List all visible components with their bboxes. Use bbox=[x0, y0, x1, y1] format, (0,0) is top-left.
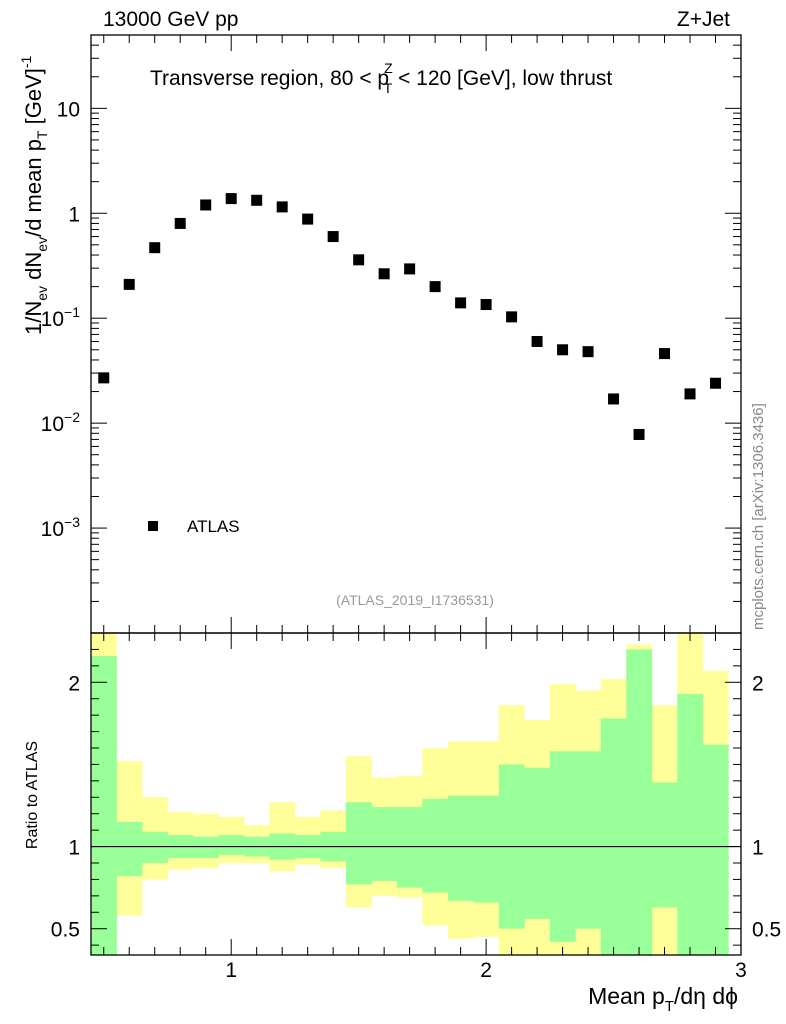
axes bbox=[90, 34, 742, 956]
main-y-tick-label-1: 10−2 bbox=[41, 409, 81, 436]
data-point-0 bbox=[98, 372, 110, 384]
ratio-band-stat-bin-12 bbox=[396, 807, 423, 888]
ratio-band-stat-bin-23 bbox=[677, 693, 704, 955]
process-label: Z+Jet bbox=[677, 8, 730, 31]
x-tick-label-0: 1 bbox=[225, 959, 237, 982]
data-point-15 bbox=[480, 299, 492, 311]
data-point-10 bbox=[353, 254, 365, 266]
title-part-sub: T bbox=[384, 80, 393, 96]
ratio-band-stat-bin-11 bbox=[371, 807, 398, 882]
data-point-21 bbox=[633, 428, 645, 440]
ratio-band-stat-bin-2 bbox=[141, 831, 168, 863]
data-point-4 bbox=[200, 199, 212, 211]
ratio-plot-frame bbox=[90, 632, 742, 956]
data-point-8 bbox=[302, 213, 314, 225]
ratio-band-stat-bin-20 bbox=[600, 718, 627, 955]
data-point-5 bbox=[225, 193, 237, 205]
data-point-23 bbox=[684, 388, 696, 400]
ratio-band-stat-bin-1 bbox=[116, 821, 143, 877]
data-point-22 bbox=[659, 348, 671, 360]
analysis-watermark: (ATLAS_2019_I1736531) bbox=[336, 592, 494, 608]
ratio-y-tick-label-left-2: 2 bbox=[68, 672, 80, 695]
ratio-band-stat-bin-21 bbox=[626, 649, 653, 955]
title-part-before: Transverse region, 80 < p bbox=[150, 67, 389, 90]
main-y-tick-label-3: 1 bbox=[68, 203, 80, 226]
legend-marker-atlas bbox=[148, 521, 158, 531]
main-y-tick-label-0: 10−3 bbox=[41, 514, 81, 541]
data-point-19 bbox=[582, 346, 594, 358]
energy-label: 13000 GeV pp bbox=[103, 8, 238, 31]
ratio-band-stat-bin-22 bbox=[651, 782, 678, 908]
ratio-band-stat-bin-15 bbox=[473, 795, 500, 903]
data-point-13 bbox=[429, 281, 441, 293]
data-point-11 bbox=[378, 268, 390, 280]
x-label-sub: T bbox=[665, 998, 674, 1015]
data-point-24 bbox=[710, 377, 722, 389]
title-part-sup: Z bbox=[384, 60, 393, 76]
main-y-axis-label: 1/Nev dNev/d mean pT [GeV]-1 bbox=[18, 55, 50, 335]
ratio-y-tick-label-right-2: 2 bbox=[752, 672, 764, 695]
data-point-2 bbox=[149, 242, 161, 254]
x-label-before: Mean p bbox=[588, 983, 665, 1009]
data-point-3 bbox=[174, 217, 186, 229]
ratio-band-stat-bin-13 bbox=[422, 798, 449, 893]
main-data-points bbox=[98, 193, 722, 440]
data-point-17 bbox=[531, 335, 543, 347]
ratio-band-stat-bin-5 bbox=[218, 835, 245, 855]
ratio-band-stat-bin-17 bbox=[524, 767, 551, 919]
x-label-after: /dη dϕ bbox=[674, 983, 738, 1009]
ratio-band-stat-bin-19 bbox=[575, 751, 602, 929]
ratio-y-tick-label-right-1: 1 bbox=[752, 837, 764, 860]
mcplots-side-label: mcplots.cern.ch [arXiv:1306.3436] bbox=[750, 403, 767, 630]
x-tick-label-2: 3 bbox=[735, 959, 747, 982]
ratio-y-tick-label-left-1: 1 bbox=[68, 837, 80, 860]
data-point-12 bbox=[404, 263, 416, 275]
title-part-after: < 120 [GeV], low thrust bbox=[392, 67, 612, 90]
ratio-y-tick-label-right-0: 0.5 bbox=[752, 919, 781, 942]
tick-labels: 10−3 10−2 10−1 1 10 0.5 0.5 1 1 2 2 1 2 3 bbox=[41, 98, 782, 982]
data-point-20 bbox=[608, 393, 620, 405]
main-plot-frame bbox=[90, 34, 742, 634]
data-point-7 bbox=[276, 201, 288, 213]
ratio-band-stat-bin-24 bbox=[702, 744, 729, 955]
data-point-18 bbox=[557, 344, 569, 356]
ratio-band-stat-bin-10 bbox=[345, 802, 372, 885]
main-y-tick-label-4: 10 bbox=[57, 98, 80, 121]
ratio-band-stat-bin-0 bbox=[91, 656, 117, 955]
x-tick-label-1: 2 bbox=[480, 959, 492, 982]
main-y-tick-label-2: 10−1 bbox=[41, 304, 81, 331]
ratio-band-stat-bin-14 bbox=[447, 795, 474, 901]
data-point-1 bbox=[123, 278, 135, 290]
ratio-bands bbox=[91, 633, 729, 955]
x-axis-label: Mean pT/dη dϕ bbox=[588, 983, 738, 1015]
ratio-y-axis-label: Ratio to ATLAS bbox=[24, 741, 41, 849]
ratio-y-tick-label-left-0: 0.5 bbox=[51, 919, 80, 942]
data-point-9 bbox=[327, 231, 339, 243]
data-point-16 bbox=[506, 311, 518, 323]
ratio-band-stat-bin-4 bbox=[192, 836, 219, 859]
data-point-6 bbox=[251, 194, 263, 206]
data-point-14 bbox=[455, 297, 467, 309]
legend-label-atlas: ATLAS bbox=[187, 517, 240, 536]
main-plot-title: Transverse region, 80 < pZ T < 120 [GeV],… bbox=[150, 60, 612, 96]
